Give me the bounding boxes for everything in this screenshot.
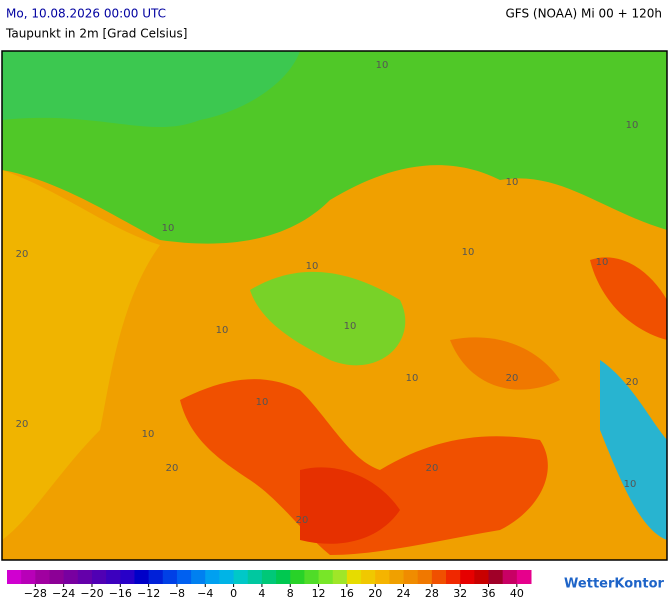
contour-label: 20 [626, 377, 639, 388]
colorbar-label: 0 [230, 587, 237, 600]
colorbar-swatch [332, 570, 348, 584]
contour-label: 20 [166, 463, 179, 474]
colorbar-swatch [304, 570, 320, 584]
colorbar-label: −12 [137, 587, 160, 600]
colorbar-label: 4 [258, 587, 265, 600]
contour-label: 10 [256, 397, 269, 408]
colorbar-label: −8 [169, 587, 185, 600]
colorbar-swatch [276, 570, 291, 584]
colorbar-label: −24 [52, 587, 75, 600]
colorbar-swatch [35, 570, 50, 584]
colorbar-label: 36 [482, 587, 496, 600]
contour-label: 10 [344, 321, 357, 332]
colorbar-swatch [460, 570, 475, 584]
colorbar-swatch [516, 570, 532, 584]
colorbar-swatch [106, 570, 121, 584]
colorbar-swatch [91, 570, 107, 584]
colorbar: −28 −24 −20 −16 −12 −8 −4 0 4 8 12 16 20 24 28 32 36 40 [7, 570, 532, 600]
contour-label: 10 [142, 429, 155, 440]
contour-label: 10 [626, 120, 639, 131]
colorbar-label: 28 [425, 587, 439, 600]
colorbar-label: −28 [24, 587, 47, 600]
model: GFS (NOAA) Mi 00 + 120h [505, 7, 662, 21]
colorbar-swatch [431, 570, 447, 584]
contour-label: 20 [426, 463, 439, 474]
contour-label: 20 [16, 419, 29, 430]
colorbar-swatch [219, 570, 235, 584]
contour-label: 10 [306, 261, 319, 272]
colorbar-label: 16 [340, 587, 354, 600]
colorbar-swatch [403, 570, 419, 584]
title: Taupunkt in 2m [Grad Celsius] [5, 27, 187, 41]
colorbar-swatch [389, 570, 405, 584]
colorbar-label: −16 [109, 587, 132, 600]
colorbar-swatch [134, 570, 150, 584]
colorbar-swatch [77, 570, 93, 584]
contour-label: 20 [16, 249, 29, 260]
colorbar-label: 32 [453, 587, 467, 600]
date: Mo, 10.08.2026 00:00 UTC [6, 7, 166, 21]
colorbar-swatch [247, 570, 263, 584]
colorbar-swatch [502, 570, 518, 584]
contour-label: 10 [506, 177, 519, 188]
colorbar-swatch [417, 570, 433, 584]
colorbar-swatch [446, 570, 461, 584]
contour-label: 10 [596, 257, 609, 268]
colorbar-swatch [361, 570, 376, 584]
colorbar-swatch [148, 570, 164, 584]
colorbar-swatch [21, 570, 36, 584]
colorbar-label: 40 [510, 587, 524, 600]
colorbar-swatch [63, 570, 79, 584]
colorbar-label: −4 [197, 587, 213, 600]
contour-label: 10 [162, 223, 175, 234]
colorbar-swatch [488, 570, 504, 584]
colorbar-label: 24 [397, 587, 411, 600]
colorbar-swatch [290, 570, 305, 584]
contour-label: 10 [376, 60, 389, 71]
colorbar-label: 20 [368, 587, 382, 600]
colorbar-swatch [120, 570, 135, 584]
colorbar-swatch [176, 570, 192, 584]
colorbar-swatch [375, 570, 390, 584]
colorbar-swatch [49, 570, 65, 584]
colorbar-swatch [261, 570, 277, 584]
colorbar-swatch [318, 570, 334, 584]
contour-label: 20 [506, 373, 519, 384]
contour-label: 10 [406, 373, 419, 384]
colorbar-swatch [7, 570, 22, 584]
colorbar-swatch [474, 570, 490, 584]
map [1, 50, 668, 561]
contour-label: 10 [216, 325, 229, 336]
contour-label: 20 [296, 515, 309, 526]
colorbar-swatch [346, 570, 362, 584]
colorbar-label: 8 [287, 587, 294, 600]
contour-label: 10 [462, 247, 475, 258]
colorbar-label: 12 [312, 587, 326, 600]
colorbar-swatch [233, 570, 249, 584]
colorbar-swatch [191, 570, 206, 584]
colorbar-swatch [205, 570, 220, 584]
colorbar-swatch [162, 570, 178, 584]
brand: WetterKontor [564, 577, 665, 592]
contour-label: 10 [624, 479, 637, 490]
colorbar-label: −20 [80, 587, 103, 600]
